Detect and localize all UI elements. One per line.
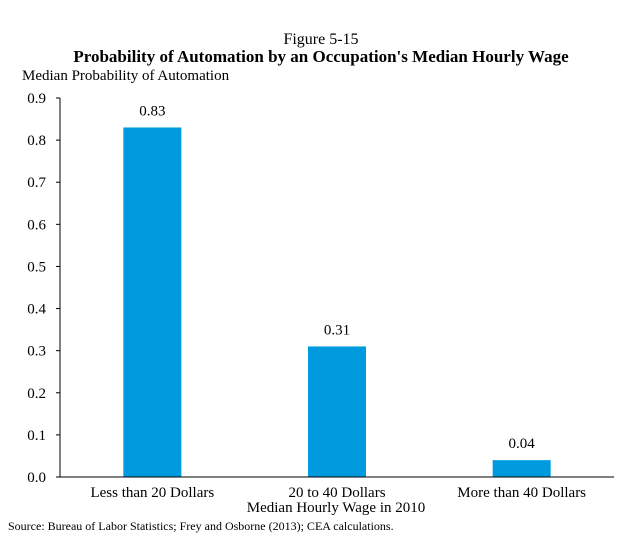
x-tick-label: More than 40 Dollars [457,485,586,501]
y-tick-label: 0.3 [27,344,46,360]
y-tick-label: 0.0 [27,470,46,486]
y-tick-label: 0.1 [27,428,46,444]
y-tick-label: 0.8 [27,133,46,149]
value-label: 0.04 [509,436,536,452]
y-axis-ticks: 0.0 0.1 0.2 0.3 0.4 0.5 0.6 0.7 0.8 0.9 [27,91,60,486]
bar [123,127,182,477]
y-tick-label: 0.2 [27,386,46,402]
y-tick-label: 0.7 [27,175,46,191]
y-axis-label: Median Probability of Automation [22,68,230,84]
figure-label: Figure 5-15 [283,31,358,48]
x-tick-label: Less than 20 Dollars [90,485,214,501]
y-tick-label: 0.6 [27,217,46,233]
x-tick-label: 20 to 40 Dollars [288,485,385,501]
y-tick-label: 0.4 [27,302,46,318]
x-axis-label: Median Hourly Wage in 2010 [247,500,425,516]
value-label: 0.83 [139,103,165,119]
bar [308,346,366,477]
x-axis-ticks: Less than 20 Dollars 20 to 40 Dollars More… [90,485,586,501]
bar [492,460,551,477]
value-label: 0.31 [324,322,350,338]
y-tick-label: 0.5 [27,259,46,275]
source-note: Source: Bureau of Labor Statistics; Frey… [8,519,394,533]
y-tick-label: 0.9 [27,91,46,107]
chart-title: Probability of Automation by an Occupati… [73,47,569,66]
bars [123,127,551,477]
value-labels: 0.83 0.31 0.04 [139,103,535,452]
